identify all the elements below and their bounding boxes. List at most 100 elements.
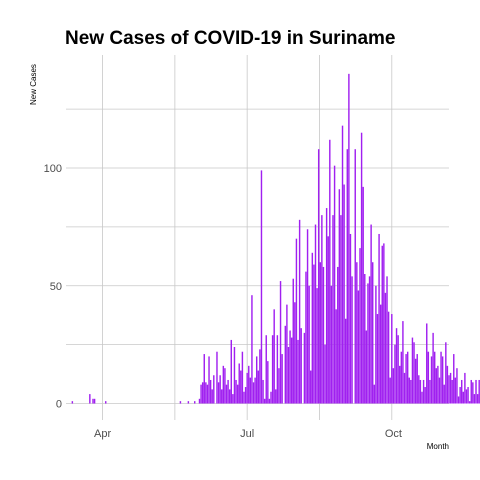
bar [395,328,398,404]
x-tick-label: Oct [385,428,402,440]
bar [246,372,248,404]
bar [406,351,409,404]
bar [468,401,471,404]
bar [438,377,441,404]
bar [243,391,245,404]
bar [227,379,229,404]
bar [384,292,387,404]
bar [391,314,393,404]
bar [441,356,444,404]
bar [213,375,215,404]
bar [225,384,228,404]
bar [341,125,344,404]
bar [402,321,404,404]
bar [89,394,91,404]
bar [306,229,309,404]
bar [443,384,445,404]
bar [362,186,364,404]
bar [400,351,403,404]
bar [271,335,274,404]
bar [446,365,449,404]
bar [284,325,287,404]
bar [426,323,428,404]
bar [368,276,371,404]
y-axis-label: New Cases [29,64,38,105]
bar [238,363,240,404]
bar [465,389,468,404]
bar [316,288,318,404]
bar [205,382,207,404]
bar [319,262,321,404]
bar [203,354,205,404]
bar [475,379,477,404]
bar [206,384,209,404]
bar [459,387,461,404]
bar [359,248,361,404]
bar [440,351,442,404]
bar [375,285,377,404]
bar [105,401,107,404]
bar [208,356,210,404]
bar [392,368,395,404]
bar [310,370,312,404]
bar [445,342,447,404]
bar [410,379,412,404]
bar [394,344,396,404]
bar [303,332,306,404]
bar [289,330,291,404]
bar [294,302,296,404]
bar [414,358,417,404]
y-tick-label: 0 [56,399,62,411]
bar [278,368,280,404]
bar [327,236,329,404]
bar [200,384,202,404]
bar [179,401,182,404]
bar [416,354,418,404]
bar [252,382,255,404]
bar [240,370,242,404]
bar [267,361,269,404]
bar [422,379,425,404]
bar [236,384,239,404]
bar [430,356,433,404]
bar [233,347,236,404]
bar [405,354,407,404]
bar [340,215,342,404]
bar [383,243,385,404]
bar [456,368,458,404]
bar [348,73,350,404]
bar [287,347,290,404]
bar [305,271,307,404]
bar [429,379,431,404]
bar [457,396,460,404]
bar [343,184,345,404]
y-tick-label: 50 [50,281,62,293]
bar [230,339,232,404]
bar [71,401,74,404]
bar [389,377,391,404]
bar [344,318,347,404]
x-tick-label: Apr [94,428,111,440]
bar [270,391,272,404]
bar [397,335,399,404]
bar [364,274,366,404]
bar [292,278,294,404]
bar [408,377,410,404]
bar [92,398,94,404]
bar [194,401,196,404]
bar [381,245,383,404]
bar [300,328,302,404]
bar [254,377,256,404]
bar [248,365,250,404]
bar [360,132,363,404]
bar [387,311,390,404]
bar [449,372,452,404]
bar [297,339,299,404]
bar [367,283,369,404]
bar [464,372,466,404]
bar [260,170,263,404]
bar [93,398,96,404]
bar [346,149,349,404]
bar [255,356,258,404]
